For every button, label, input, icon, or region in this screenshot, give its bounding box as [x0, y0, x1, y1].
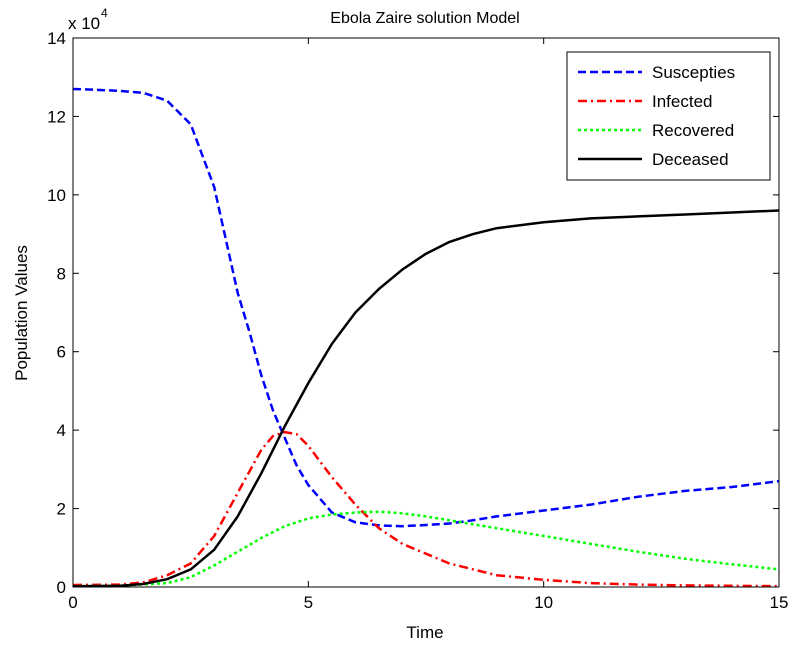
x-tick-label: 0: [68, 593, 77, 612]
y-tick-label: 2: [57, 500, 66, 519]
y-tick-label: 0: [57, 578, 66, 597]
ticks-layer: 0 5 10 15 0 2 4 6 8 10 12 14: [47, 29, 788, 612]
y-tick-label: 10: [47, 186, 66, 205]
y-tick-label: 12: [47, 107, 66, 126]
y-tick-label: 6: [57, 343, 66, 362]
plot-area-frame: [72, 37, 780, 588]
chart-title: Ebola Zaire solution Model: [330, 10, 519, 27]
y-tick-label: 14: [47, 29, 66, 48]
y-tick-label: 8: [57, 264, 66, 283]
legend-label-infected: Infected: [652, 92, 713, 111]
series-line-infected: [72, 430, 780, 588]
x-axis-label: Time: [406, 623, 443, 642]
y-multiplier-exponent: 4: [101, 6, 108, 20]
legend: Suscepties Infected Recovered Deceased: [566, 51, 771, 181]
x-tick-label: 10: [534, 593, 553, 612]
x-tick-label: 5: [304, 593, 313, 612]
series-line-deceased: [72, 209, 780, 588]
y-axis-label: Population Values: [12, 245, 31, 381]
x-tick-label: 15: [770, 593, 789, 612]
series-line-recovered: [72, 510, 780, 588]
legend-label-suscepties: Suscepties: [652, 63, 735, 82]
series-layer: [72, 87, 780, 588]
legend-label-recovered: Recovered: [652, 121, 734, 140]
y-tick-label: 4: [57, 421, 66, 440]
y-multiplier-base: x 10: [68, 14, 100, 33]
series-line-suscepties: [72, 87, 780, 528]
legend-label-deceased: Deceased: [652, 150, 729, 169]
